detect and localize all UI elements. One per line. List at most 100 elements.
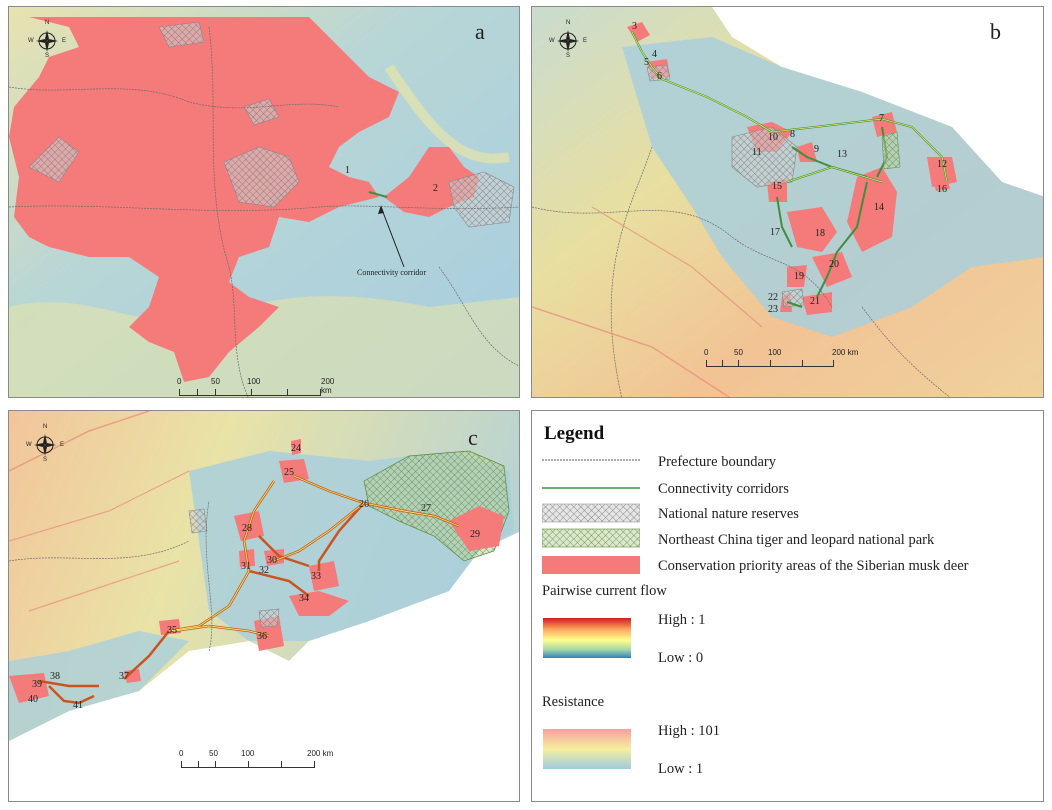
area-label: 27 bbox=[421, 503, 431, 514]
compass-n: N bbox=[45, 20, 50, 26]
nature-reserve bbox=[448, 171, 515, 228]
compass-n: N bbox=[566, 20, 571, 26]
map-panel-b: b 3 4 5 6 7 8 9 10 11 12 13 14 15 16 17 18 19 20 21 22 23 N … bbox=[531, 6, 1044, 398]
area-label: 2 bbox=[433, 183, 438, 194]
area-label: 26 bbox=[359, 499, 369, 510]
legend-item-prefecture-boundary: Prefecture boundary bbox=[658, 454, 776, 470]
map-panel-a: 1 2 Connectivity corridor a N S W E 0 50… bbox=[8, 6, 520, 398]
area-label: 31 bbox=[241, 561, 251, 572]
national-park-swatch bbox=[542, 528, 640, 548]
area-label: 23 bbox=[768, 304, 778, 315]
area-label: 24 bbox=[291, 443, 301, 454]
area-label: 6 bbox=[657, 71, 662, 82]
area-label: 8 bbox=[790, 129, 795, 140]
compass-s: S bbox=[43, 457, 48, 463]
north-arrow-icon: N S W E bbox=[28, 20, 67, 59]
scale-tick: 50 bbox=[209, 749, 218, 758]
legend-item-tiger-leopard-park: Northeast China tiger and leopard nation… bbox=[658, 532, 935, 548]
panel-letter: a bbox=[475, 19, 485, 44]
scale-tick: 0 bbox=[704, 348, 709, 357]
area-label: 19 bbox=[794, 271, 804, 282]
area-label: 28 bbox=[242, 523, 252, 534]
map-a-canvas: 1 2 Connectivity corridor a bbox=[9, 7, 519, 397]
compass-w: W bbox=[28, 38, 34, 44]
area-label: 16 bbox=[937, 184, 947, 195]
north-arrow-icon: N S W E bbox=[26, 424, 64, 463]
area-label: 41 bbox=[73, 700, 83, 711]
map-legend: Legend Prefecture boundary Connectivity … bbox=[531, 410, 1044, 802]
nature-reserve bbox=[731, 126, 798, 188]
north-arrow-icon: N S W E bbox=[549, 20, 588, 59]
scale-tick: 200 km bbox=[321, 377, 335, 395]
area-label: 33 bbox=[311, 571, 321, 582]
area-label: 9 bbox=[814, 144, 819, 155]
area-label: 36 bbox=[257, 631, 267, 642]
connectivity-corridor bbox=[368, 191, 388, 198]
area-label: 15 bbox=[772, 181, 782, 192]
scale-tick: 200 km bbox=[307, 749, 334, 758]
scale-tick: 50 bbox=[211, 377, 220, 386]
compass-e: E bbox=[62, 38, 67, 44]
area-label: 5 bbox=[644, 57, 649, 68]
scale-tick: 100 bbox=[247, 377, 261, 386]
priority-area-swatch bbox=[542, 556, 640, 574]
resistance-title: Resistance bbox=[542, 694, 605, 710]
scale-bar: 0 50 100 200 km bbox=[704, 348, 864, 368]
area-label: 34 bbox=[299, 593, 309, 604]
legend-item-national-nature-reserves: National nature reserves bbox=[658, 506, 799, 522]
area-label: 22 bbox=[768, 292, 778, 303]
area-label: 17 bbox=[770, 227, 780, 238]
nature-reserve bbox=[258, 608, 280, 628]
scale-tick: 100 bbox=[768, 348, 782, 357]
area-label: 7 bbox=[879, 113, 884, 124]
compass-w: W bbox=[26, 442, 32, 448]
area-label: 37 bbox=[119, 671, 129, 682]
compass-e: E bbox=[583, 38, 588, 44]
scale-bar: 0 50 100 200 km bbox=[179, 749, 339, 769]
area-label: 25 bbox=[284, 467, 294, 478]
compass-w: W bbox=[549, 38, 555, 44]
current-flow-low: Low : 0 bbox=[658, 650, 704, 666]
area-label: 11 bbox=[752, 147, 762, 158]
current-flow-gradient bbox=[543, 618, 631, 658]
scale-tick: 50 bbox=[734, 348, 743, 357]
compass-n: N bbox=[43, 424, 48, 430]
area-label: 32 bbox=[259, 565, 269, 576]
panel-letter: b bbox=[990, 19, 1001, 44]
area-label: 18 bbox=[815, 228, 825, 239]
priority-area-1 bbox=[9, 17, 399, 382]
annotation-arrow bbox=[380, 206, 405, 268]
scale-tick: 0 bbox=[177, 377, 182, 386]
current-flow-high: High : 1 bbox=[658, 612, 706, 628]
area-label: 20 bbox=[829, 259, 839, 270]
area-label: 10 bbox=[768, 132, 778, 143]
area-label: 3 bbox=[632, 21, 637, 32]
panel-letter: c bbox=[468, 425, 478, 450]
corridor-annotation-label: Connectivity corridor bbox=[357, 268, 426, 277]
nature-reserve-swatch bbox=[542, 503, 640, 523]
area-label: 39 bbox=[32, 679, 42, 690]
area-label: 40 bbox=[28, 694, 38, 705]
compass-s: S bbox=[45, 53, 50, 59]
nature-reserve bbox=[28, 136, 80, 183]
area-label: 12 bbox=[937, 159, 947, 170]
scale-tick: 100 bbox=[241, 749, 255, 758]
resistance-gradient bbox=[543, 729, 631, 769]
area-label: 1 bbox=[345, 165, 350, 176]
area-label: 35 bbox=[167, 625, 177, 636]
scale-tick: 0 bbox=[179, 749, 184, 758]
nature-reserve bbox=[158, 21, 205, 48]
connectivity-corridor-swatch bbox=[542, 487, 640, 489]
legend-item-priority-areas: Conservation priority areas of the Siber… bbox=[658, 558, 969, 574]
area-label: 21 bbox=[810, 296, 820, 307]
prefecture-boundary-swatch bbox=[542, 459, 640, 461]
scale-tick: 200 km bbox=[832, 348, 859, 357]
scale-bar: 0 50 100 200 km bbox=[177, 377, 337, 397]
nature-reserve bbox=[243, 98, 280, 126]
area-label: 30 bbox=[267, 555, 277, 566]
compass-s: S bbox=[566, 53, 571, 59]
area-label: 29 bbox=[470, 529, 480, 540]
current-flow-title: Pairwise current flow bbox=[542, 583, 667, 599]
